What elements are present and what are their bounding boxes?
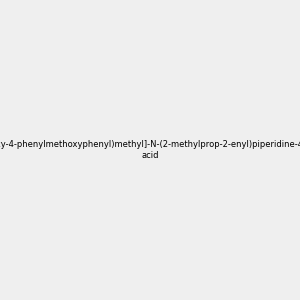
Text: N-ethyl-1-[(3-methoxy-4-phenylmethoxyphenyl)methyl]-N-(2-methylprop-2-enyl)piper: N-ethyl-1-[(3-methoxy-4-phenylmethoxyphe… (0, 140, 300, 160)
